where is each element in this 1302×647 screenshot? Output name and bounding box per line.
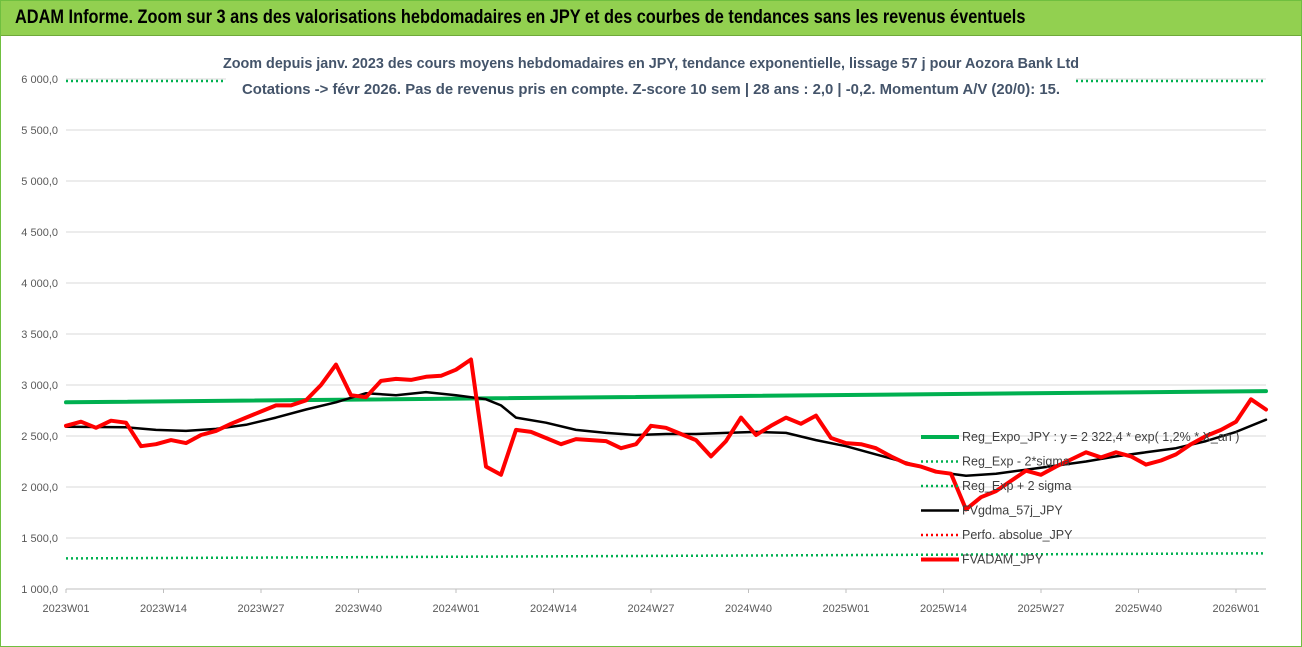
report-banner: ADAM Informe. Zoom sur 3 ans des valoris…	[1, 1, 1301, 36]
y-tick-label: 6 000,0	[21, 74, 58, 86]
x-tick-label: 2023W40	[335, 603, 382, 615]
y-tick-label: 4 500,0	[21, 227, 58, 239]
legend-label-3: FVgdma_57j_JPY	[962, 504, 1063, 518]
report-title: ADAM Informe. Zoom sur 3 ans des valoris…	[15, 7, 1026, 28]
series-line-0	[64, 389, 1268, 405]
legend-label-0: Reg_Expo_JPY : y = 2 322,4 * exp( 1,2% *…	[962, 430, 1239, 444]
x-tick-label: 2025W27	[1017, 603, 1064, 615]
chart-title: Zoom depuis janv. 2023 des cours moyens …	[223, 55, 1079, 72]
x-tick-label: 2024W01	[432, 603, 479, 615]
legend-label-5: FVADAM_JPY	[962, 553, 1044, 567]
x-tick-label: 2024W40	[725, 603, 772, 615]
y-tick-label: 1 500,0	[21, 533, 58, 545]
x-tick-label: 2025W01	[822, 603, 869, 615]
x-tick-label: 2024W14	[530, 603, 577, 615]
legend-label-4: Perfo. absolue_JPY	[962, 528, 1073, 542]
series-line-5	[64, 357, 1268, 512]
y-tick-label: 5 000,0	[21, 176, 58, 188]
y-tick-label: 4 000,0	[21, 278, 58, 290]
series-line-1	[65, 552, 1267, 560]
y-tick-label: 2 500,0	[21, 431, 58, 443]
legend-label-1: Reg_Exp - 2*sigma	[962, 455, 1070, 469]
y-tick-label: 2 000,0	[21, 482, 58, 494]
y-tick-label: 1 000,0	[21, 584, 58, 596]
x-tick-label: 2023W01	[42, 603, 89, 615]
x-tick-label: 2025W14	[920, 603, 967, 615]
legend-label-2: Reg_Exp + 2 sigma	[962, 479, 1071, 493]
x-tick-label: 2025W40	[1115, 603, 1162, 615]
title-background	[226, 53, 1076, 101]
y-tick-label: 3 500,0	[21, 329, 58, 341]
x-tick-label: 2023W14	[140, 603, 187, 615]
x-tick-label: 2026W01	[1212, 603, 1259, 615]
y-tick-label: 5 500,0	[21, 125, 58, 137]
y-tick-label: 3 000,0	[21, 380, 58, 392]
chart-subtitle: Cotations -> févr 2026. Pas de revenus p…	[242, 81, 1060, 98]
x-tick-label: 2024W27	[627, 603, 674, 615]
series-line-3	[64, 390, 1268, 478]
x-tick-label: 2023W27	[237, 603, 284, 615]
